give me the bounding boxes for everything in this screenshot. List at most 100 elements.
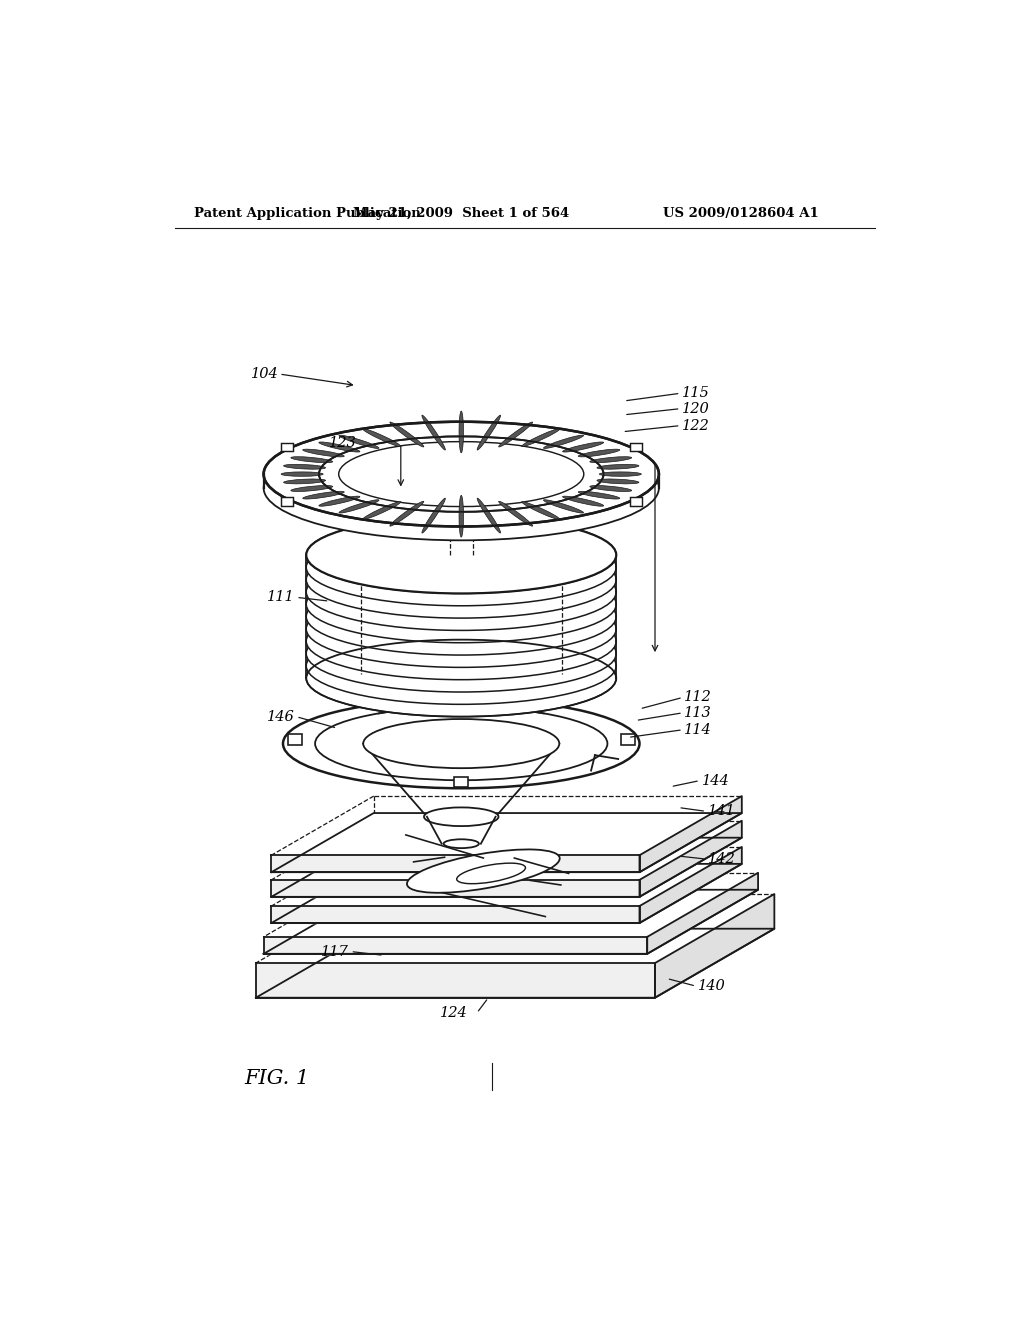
Ellipse shape	[422, 416, 445, 450]
Text: 114: 114	[684, 723, 713, 737]
Bar	[630, 498, 642, 506]
Ellipse shape	[306, 566, 616, 643]
Polygon shape	[647, 873, 758, 954]
Polygon shape	[640, 821, 741, 896]
Ellipse shape	[590, 457, 632, 462]
Bar	[281, 498, 293, 506]
Text: 104: 104	[251, 367, 280, 381]
Ellipse shape	[306, 578, 616, 655]
Bar	[281, 442, 293, 451]
Ellipse shape	[306, 541, 616, 618]
Text: Patent Application Publication: Patent Application Publication	[194, 207, 421, 220]
Ellipse shape	[303, 449, 344, 457]
Ellipse shape	[284, 479, 326, 484]
Ellipse shape	[457, 863, 525, 883]
Polygon shape	[640, 847, 741, 923]
Ellipse shape	[306, 640, 616, 717]
Text: 146: 146	[267, 710, 295, 723]
Text: 144: 144	[701, 774, 729, 788]
Polygon shape	[256, 929, 774, 998]
Ellipse shape	[263, 436, 658, 540]
Ellipse shape	[562, 496, 603, 507]
Ellipse shape	[282, 473, 324, 477]
Ellipse shape	[597, 465, 639, 469]
Text: 117: 117	[322, 945, 349, 958]
Text: US 2009/0128604 A1: US 2009/0128604 A1	[663, 207, 818, 220]
Ellipse shape	[477, 416, 501, 450]
Polygon shape	[655, 894, 774, 998]
Ellipse shape	[291, 457, 333, 462]
Polygon shape	[256, 964, 655, 998]
Ellipse shape	[562, 442, 603, 451]
Ellipse shape	[306, 590, 616, 668]
Ellipse shape	[339, 500, 379, 513]
Polygon shape	[271, 863, 741, 923]
Text: 140: 140	[697, 979, 725, 993]
Ellipse shape	[263, 422, 658, 527]
Ellipse shape	[306, 529, 616, 606]
Ellipse shape	[579, 491, 620, 499]
Text: 123: 123	[329, 437, 356, 450]
Ellipse shape	[521, 429, 560, 446]
Ellipse shape	[315, 708, 607, 780]
Ellipse shape	[521, 502, 560, 520]
Ellipse shape	[544, 436, 584, 449]
Ellipse shape	[459, 495, 464, 537]
Ellipse shape	[306, 553, 616, 631]
Ellipse shape	[306, 516, 616, 594]
Text: 120: 120	[682, 401, 710, 416]
Ellipse shape	[390, 422, 424, 447]
Text: 112: 112	[684, 690, 713, 705]
Polygon shape	[271, 855, 640, 873]
Ellipse shape	[443, 840, 479, 849]
Ellipse shape	[364, 719, 559, 768]
Text: 124: 124	[439, 1006, 467, 1020]
Ellipse shape	[407, 850, 560, 892]
Ellipse shape	[291, 486, 333, 491]
Polygon shape	[271, 838, 741, 896]
Ellipse shape	[284, 465, 326, 469]
Ellipse shape	[499, 502, 532, 527]
Ellipse shape	[362, 502, 400, 520]
Polygon shape	[263, 890, 758, 954]
Ellipse shape	[339, 442, 584, 507]
Bar	[288, 734, 302, 744]
Ellipse shape	[499, 422, 532, 447]
Text: 141: 141	[708, 804, 735, 818]
Polygon shape	[271, 880, 640, 896]
Text: 122: 122	[682, 418, 710, 433]
Bar	[455, 700, 468, 710]
Polygon shape	[271, 906, 640, 923]
Text: FIG. 1: FIG. 1	[245, 1069, 309, 1088]
Ellipse shape	[590, 486, 632, 491]
Ellipse shape	[339, 436, 379, 449]
Ellipse shape	[306, 615, 616, 692]
Text: 113: 113	[684, 706, 713, 719]
Ellipse shape	[599, 473, 641, 477]
Text: 115: 115	[682, 387, 710, 400]
Polygon shape	[263, 937, 647, 954]
Ellipse shape	[318, 496, 359, 507]
Ellipse shape	[459, 411, 464, 453]
Ellipse shape	[544, 500, 584, 513]
Ellipse shape	[362, 429, 400, 446]
Text: 111: 111	[267, 590, 295, 605]
Ellipse shape	[303, 491, 344, 499]
Text: 142: 142	[708, 853, 735, 866]
Ellipse shape	[579, 449, 620, 457]
Ellipse shape	[597, 479, 639, 484]
Ellipse shape	[422, 498, 445, 533]
Ellipse shape	[318, 437, 603, 512]
Ellipse shape	[424, 808, 499, 826]
Ellipse shape	[306, 603, 616, 680]
Text: May 21, 2009  Sheet 1 of 564: May 21, 2009 Sheet 1 of 564	[353, 207, 569, 220]
Bar	[630, 442, 642, 451]
Ellipse shape	[318, 442, 359, 451]
Bar	[621, 734, 635, 744]
Ellipse shape	[306, 627, 616, 705]
Ellipse shape	[477, 498, 501, 533]
Bar	[455, 776, 468, 788]
Ellipse shape	[283, 700, 640, 788]
Ellipse shape	[390, 502, 424, 527]
Polygon shape	[271, 813, 741, 873]
